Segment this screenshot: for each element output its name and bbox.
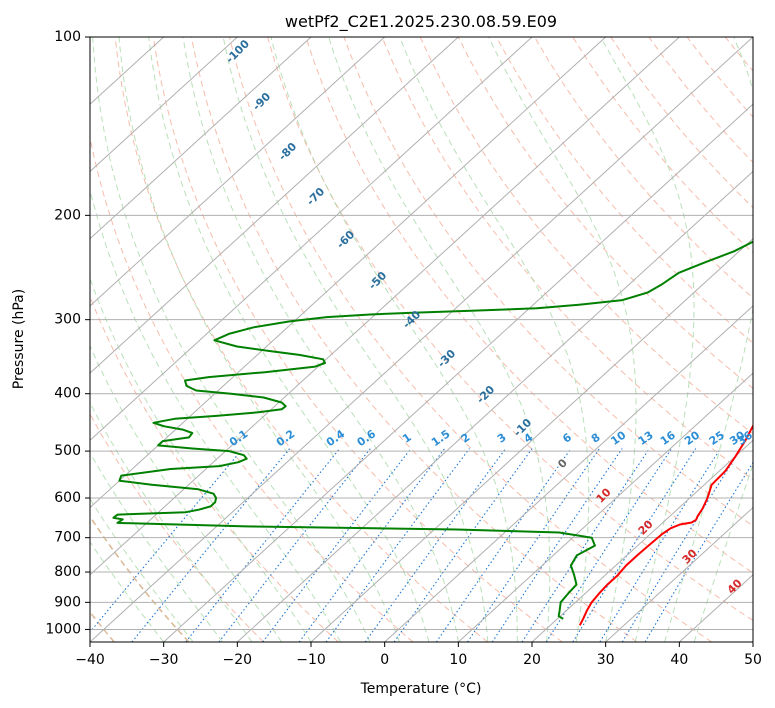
x-tick-label: 0	[380, 652, 389, 668]
isotherm-gridline	[90, 37, 238, 173]
moist-adiabat-line	[118, 37, 400, 642]
dry-adiabat-line	[305, 37, 753, 574]
mixing-ratio-line	[325, 448, 470, 642]
y-tick-label: 600	[54, 490, 81, 506]
y-tick-label: 300	[54, 312, 81, 328]
dry-adiabat-line	[90, 412, 264, 642]
moist-adiabat-line	[600, 37, 695, 642]
mixing-ratio-line	[435, 448, 572, 642]
dry-adiabat-line	[381, 37, 753, 481]
dry-adiabat-line	[495, 37, 753, 344]
isotherm-gridline	[457, 372, 753, 642]
x-tick-label: −20	[223, 652, 253, 668]
moist-adiabat-line	[664, 37, 753, 642]
y-axis-title: Pressure (hPa)	[11, 289, 27, 389]
isotherm-gridline	[310, 237, 753, 642]
x-tick-label: −40	[75, 652, 105, 668]
mixing-ratio-line	[491, 448, 623, 642]
dry-adiabat-line	[267, 37, 753, 622]
moist-adiabat-line	[693, 462, 753, 642]
mixing-ratio-line	[621, 448, 742, 642]
moist-adiabat-line	[90, 497, 194, 642]
x-tick-label: −30	[149, 652, 179, 668]
plot-frame	[89, 36, 754, 643]
moist-adiabat-line	[182, 37, 459, 642]
dry-adiabat-line	[534, 37, 753, 299]
moist-adiabat-line	[90, 452, 223, 642]
dry-adiabat-line	[419, 37, 753, 435]
x-tick-label: −10	[296, 652, 326, 668]
mixing-ratio-line	[572, 448, 697, 642]
isotherm-gridline	[90, 37, 680, 576]
y-tick-label: 700	[54, 530, 81, 546]
y-tick-label: 900	[54, 594, 81, 610]
x-axis-title: Temperature (°C)	[360, 681, 482, 697]
isotherm-gridline	[236, 170, 753, 642]
isotherm-gridline	[90, 37, 312, 240]
dewpoint-profile-line	[112, 240, 753, 620]
moist-adiabat-line	[399, 37, 590, 642]
dry-adiabat-line	[152, 37, 563, 642]
temperature-profile-line	[578, 423, 753, 626]
y-tick-label: 400	[54, 386, 81, 402]
moist-adiabat-line	[90, 401, 253, 642]
dry-adiabat-line	[343, 37, 753, 527]
dry-adiabat-line	[229, 37, 712, 642]
moist-adiabat-line	[90, 188, 341, 642]
mixing-ratio-line	[521, 448, 650, 642]
dry-adiabat-line	[457, 37, 753, 389]
moist-adiabat-line	[92, 37, 371, 642]
moist-adiabat-line	[90, 540, 165, 642]
mixing-ratio-line	[185, 448, 341, 642]
y-tick-label: 1000	[45, 621, 81, 637]
x-axis-ticks: −40 −30 −20 −10 0 10 20 30 40 50	[75, 642, 762, 668]
isotherm-gridline	[90, 37, 459, 374]
moist-adiabat-line	[222, 37, 489, 642]
x-tick-label: 30	[597, 652, 615, 668]
x-tick-label: 10	[449, 652, 467, 668]
isotherm-gridline	[90, 37, 386, 307]
mixing-ratio-line	[599, 448, 721, 642]
moist-adiabat-line	[488, 37, 637, 642]
chart-title: wetPf2_C2E1.2025.230.08.59.E09	[285, 12, 557, 32]
moist-adiabat-line	[270, 37, 518, 642]
y-tick-label: 800	[54, 564, 81, 580]
x-tick-label: 20	[523, 652, 541, 668]
isotherm-gridline	[163, 103, 753, 642]
y-tick-label: 500	[54, 443, 81, 459]
y-tick-label: 200	[54, 207, 81, 223]
isotherm-gridline	[384, 305, 753, 642]
mixing-ratio-line	[467, 448, 600, 642]
isotherm-gridlines	[90, 37, 753, 642]
isotherm-gridline	[531, 439, 753, 642]
moist-adiabat-line	[148, 37, 430, 642]
isotherm-gridline	[90, 37, 607, 509]
profile-series	[112, 240, 753, 626]
dry-adiabat-line	[90, 515, 190, 642]
isobar-gridlines	[90, 37, 753, 630]
x-tick-label: 40	[670, 652, 688, 668]
mixing-ratio-line	[364, 448, 507, 642]
isotherm-gridline	[90, 37, 533, 442]
y-axis-ticks: 100 200 300 400 500 600 700 800 900 1000	[45, 29, 90, 637]
dry-adiabat-line	[90, 135, 414, 642]
x-tick-label: 50	[744, 652, 762, 668]
y-tick-label: 100	[54, 29, 81, 45]
isotherm-gridline	[605, 506, 753, 642]
isotherm-gridline	[90, 37, 753, 642]
